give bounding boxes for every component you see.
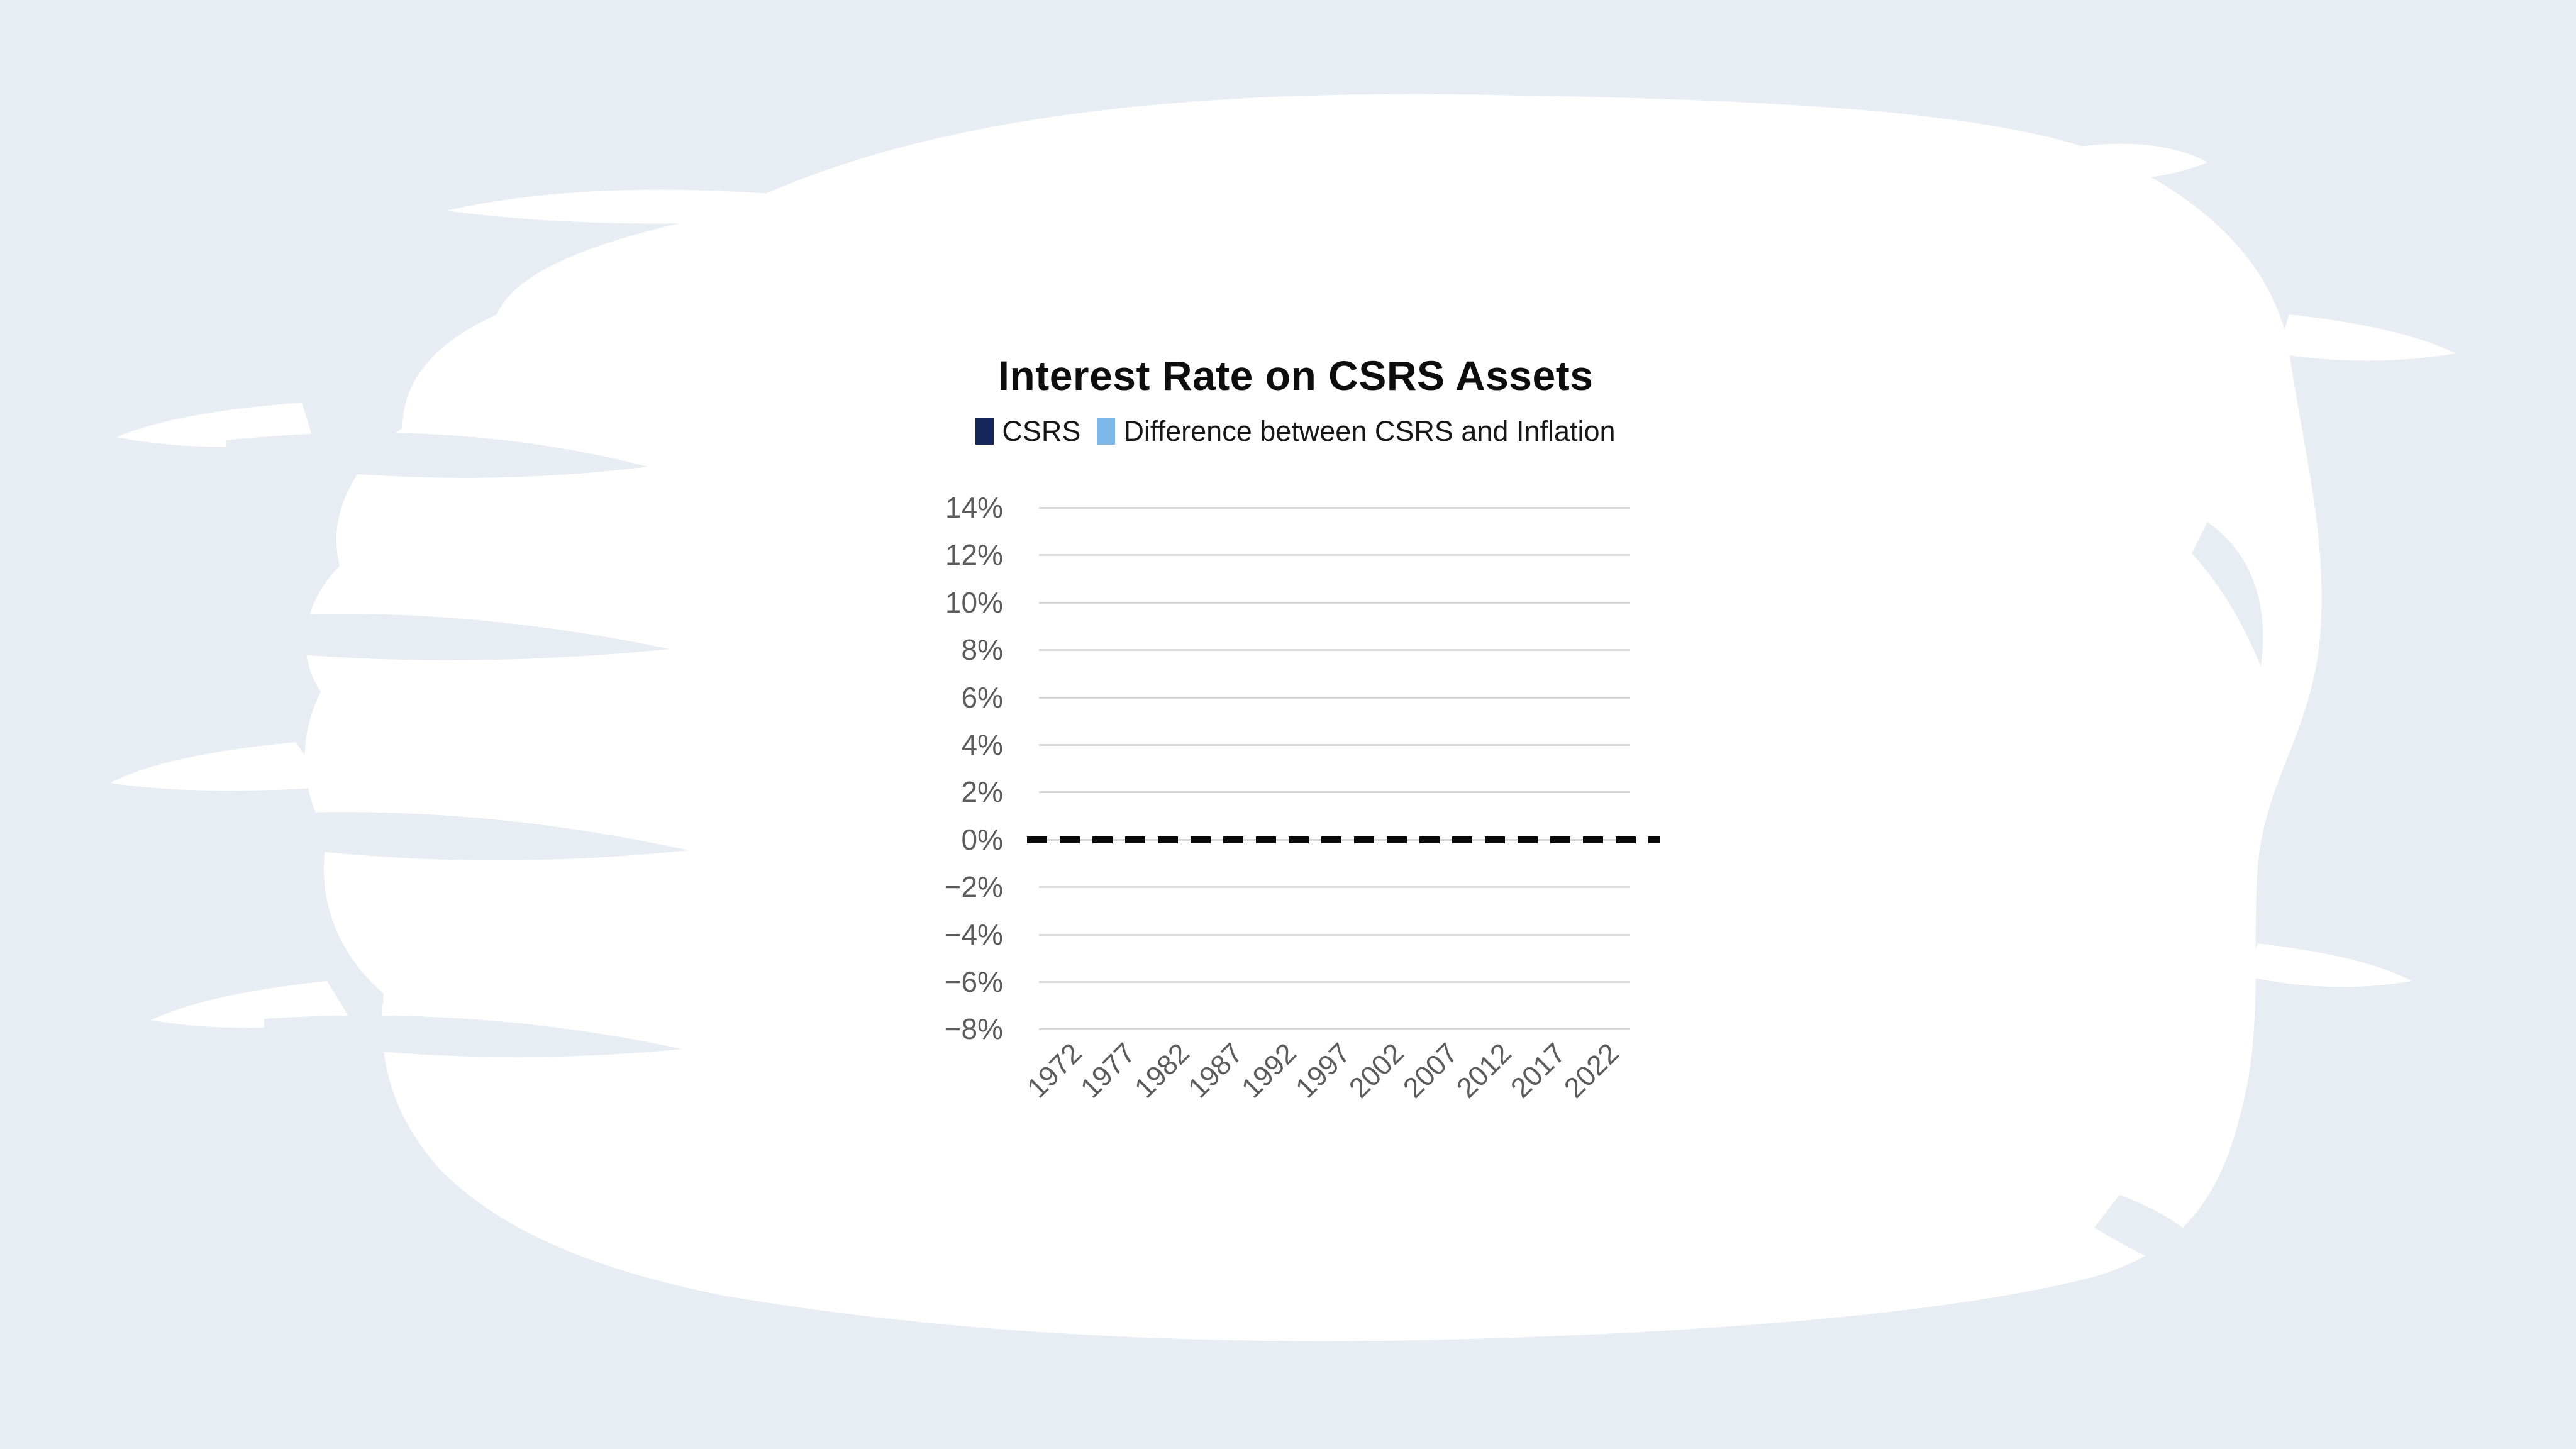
x-axis-tick-label: 2002 <box>1343 1036 1411 1104</box>
x-axis-tick-label: 1982 <box>1128 1036 1196 1104</box>
chart-legend: CSRS Difference between CSRS and Inflati… <box>943 414 1648 448</box>
gridline <box>1039 649 1630 652</box>
gridline <box>1039 1028 1630 1031</box>
x-axis-tick-label: 1992 <box>1235 1036 1303 1104</box>
y-axis-tick-label: 12% <box>945 538 1003 572</box>
x-axis-tick-label: 2022 <box>1558 1036 1625 1104</box>
gridline <box>1039 791 1630 794</box>
y-axis-tick-label: −2% <box>944 870 1003 904</box>
y-axis-tick-label: 14% <box>945 491 1003 524</box>
y-axis-tick-label: 8% <box>961 633 1003 667</box>
x-axis-tick-label: 1997 <box>1289 1036 1357 1104</box>
legend-swatch-csrs <box>975 418 994 445</box>
y-axis-tick-label: −8% <box>944 1013 1003 1046</box>
gridline <box>1039 886 1630 889</box>
gridline <box>1039 696 1630 699</box>
plot-area: 14% 12% 10% 8% 6% 4% 2% 0% −2% −4% −6% −8% 1972 1977 1… <box>943 491 1660 1168</box>
x-axis-tick-label: 2012 <box>1450 1036 1518 1104</box>
legend-item-difference[interactable]: Difference between CSRS and Inflation <box>1097 414 1616 448</box>
chart-container: Interest Rate on CSRS Assets CSRS Differ… <box>943 352 1660 1170</box>
y-axis-tick-label: 4% <box>961 728 1003 761</box>
gridline <box>1039 601 1630 604</box>
x-axis-tick-label: 1977 <box>1074 1036 1141 1104</box>
legend-item-csrs[interactable]: CSRS <box>975 415 1080 448</box>
y-axis-tick-label: 2% <box>961 775 1003 809</box>
x-axis-tick-label: 2017 <box>1504 1036 1572 1104</box>
x-axis-tick-label: 1987 <box>1181 1036 1249 1104</box>
zero-baseline-dashed-line <box>1027 836 1660 843</box>
y-axis-tick-label: −4% <box>944 918 1003 951</box>
legend-label-csrs: CSRS <box>1002 414 1081 447</box>
gridline <box>1039 933 1630 936</box>
y-axis-tick-label: 0% <box>961 823 1003 856</box>
x-axis-tick-label: 2007 <box>1396 1036 1464 1104</box>
gridline <box>1039 981 1630 983</box>
legend-swatch-difference <box>1097 418 1116 445</box>
x-axis-tick-label: 1972 <box>1020 1036 1088 1104</box>
gridline <box>1039 554 1630 557</box>
y-axis-tick-label: 10% <box>945 586 1003 619</box>
legend-label-difference: Difference between CSRS and Inflation <box>1123 414 1616 447</box>
chart-title: Interest Rate on CSRS Assets <box>997 352 1594 399</box>
y-axis-tick-label: −6% <box>944 965 1003 998</box>
y-axis-tick-label: 6% <box>961 680 1003 714</box>
gridline <box>1039 744 1630 746</box>
gridline <box>1039 507 1630 509</box>
